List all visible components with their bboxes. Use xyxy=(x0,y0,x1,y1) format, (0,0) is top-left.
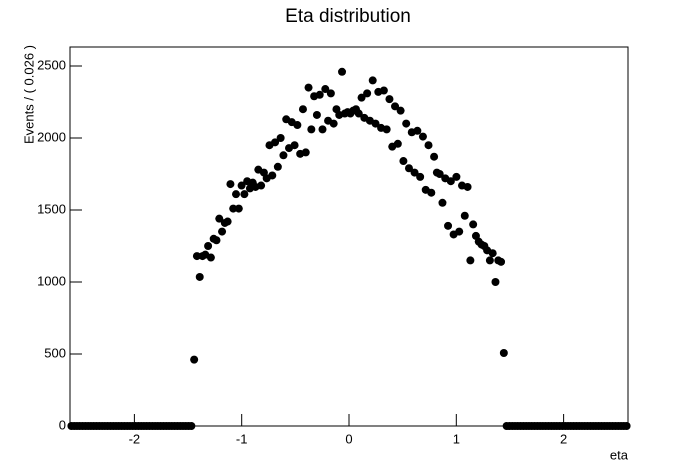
plot-frame xyxy=(69,46,629,427)
data-point xyxy=(240,190,249,199)
x-tick-label: 0 xyxy=(345,431,352,446)
data-point xyxy=(218,227,227,236)
data-point xyxy=(622,422,631,430)
y-tick-label: 2000 xyxy=(37,129,66,144)
data-point xyxy=(402,119,411,128)
data-point xyxy=(304,83,313,92)
data-point xyxy=(232,190,241,199)
data-point xyxy=(404,164,413,173)
data-point xyxy=(273,162,282,171)
data-point xyxy=(271,138,280,147)
data-point xyxy=(187,422,196,430)
data-point xyxy=(488,249,497,258)
y-axis-label: Events / ( 0.026 ) xyxy=(21,45,36,144)
data-point xyxy=(413,126,422,135)
data-point xyxy=(382,125,391,134)
data-point xyxy=(363,89,372,98)
data-point xyxy=(430,152,439,161)
data-point xyxy=(298,105,307,114)
data-point xyxy=(396,106,405,115)
data-point xyxy=(257,181,266,190)
data-point xyxy=(234,204,243,213)
x-tick-label: -2 xyxy=(129,431,141,446)
data-point xyxy=(212,236,221,245)
data-point xyxy=(371,119,380,128)
data-point xyxy=(416,172,425,181)
data-point xyxy=(460,211,469,220)
data-point xyxy=(190,355,199,364)
data-point xyxy=(226,180,235,189)
data-point xyxy=(446,177,455,186)
data-point xyxy=(206,253,215,262)
data-point xyxy=(469,220,478,229)
data-point xyxy=(410,168,419,177)
data-point xyxy=(385,95,394,104)
data-point xyxy=(338,67,347,76)
x-axis-label: eta xyxy=(610,447,629,462)
data-point xyxy=(318,125,327,134)
data-point xyxy=(301,148,310,157)
data-point xyxy=(393,139,402,148)
data-point xyxy=(315,90,324,99)
data-point xyxy=(215,214,224,223)
data-point xyxy=(192,252,201,261)
data-point xyxy=(444,221,453,230)
data-point xyxy=(491,278,500,287)
y-tick-label: 1000 xyxy=(37,273,66,288)
data-point xyxy=(329,119,338,128)
data-point xyxy=(424,141,433,150)
y-tick-label: 1500 xyxy=(37,201,66,216)
data-point xyxy=(279,151,288,160)
x-tick-label: -1 xyxy=(236,431,248,446)
y-tick-label: 2500 xyxy=(37,57,66,72)
data-point xyxy=(326,89,335,98)
data-point xyxy=(357,93,366,102)
data-point xyxy=(485,256,494,265)
data-point xyxy=(229,204,238,213)
data-point xyxy=(368,76,377,85)
data-point xyxy=(204,242,213,251)
data-point xyxy=(399,157,408,166)
data-point xyxy=(223,217,232,226)
y-tick-label: 0 xyxy=(59,417,66,432)
data-point xyxy=(418,132,427,141)
data-point xyxy=(293,121,302,130)
data-point xyxy=(466,256,475,265)
data-point xyxy=(452,172,461,181)
y-tick-label: 500 xyxy=(44,345,66,360)
data-point xyxy=(391,102,400,111)
x-tick-label: 1 xyxy=(453,431,460,446)
x-tick-label: 2 xyxy=(560,431,567,446)
data-point xyxy=(195,272,204,281)
data-point xyxy=(268,171,277,180)
data-point xyxy=(497,257,506,266)
data-point xyxy=(455,227,464,236)
data-point xyxy=(379,86,388,95)
data-point xyxy=(499,348,508,357)
data-point xyxy=(312,110,321,119)
data-point xyxy=(463,182,472,191)
chart-title: Eta distribution xyxy=(285,6,411,27)
data-point xyxy=(321,85,330,94)
data-point xyxy=(307,125,316,134)
data-point xyxy=(427,188,436,197)
data-point xyxy=(290,141,299,150)
data-point xyxy=(354,109,363,118)
data-point xyxy=(438,198,447,207)
data-point xyxy=(435,170,444,179)
data-point xyxy=(237,181,246,190)
data-point xyxy=(276,134,285,143)
